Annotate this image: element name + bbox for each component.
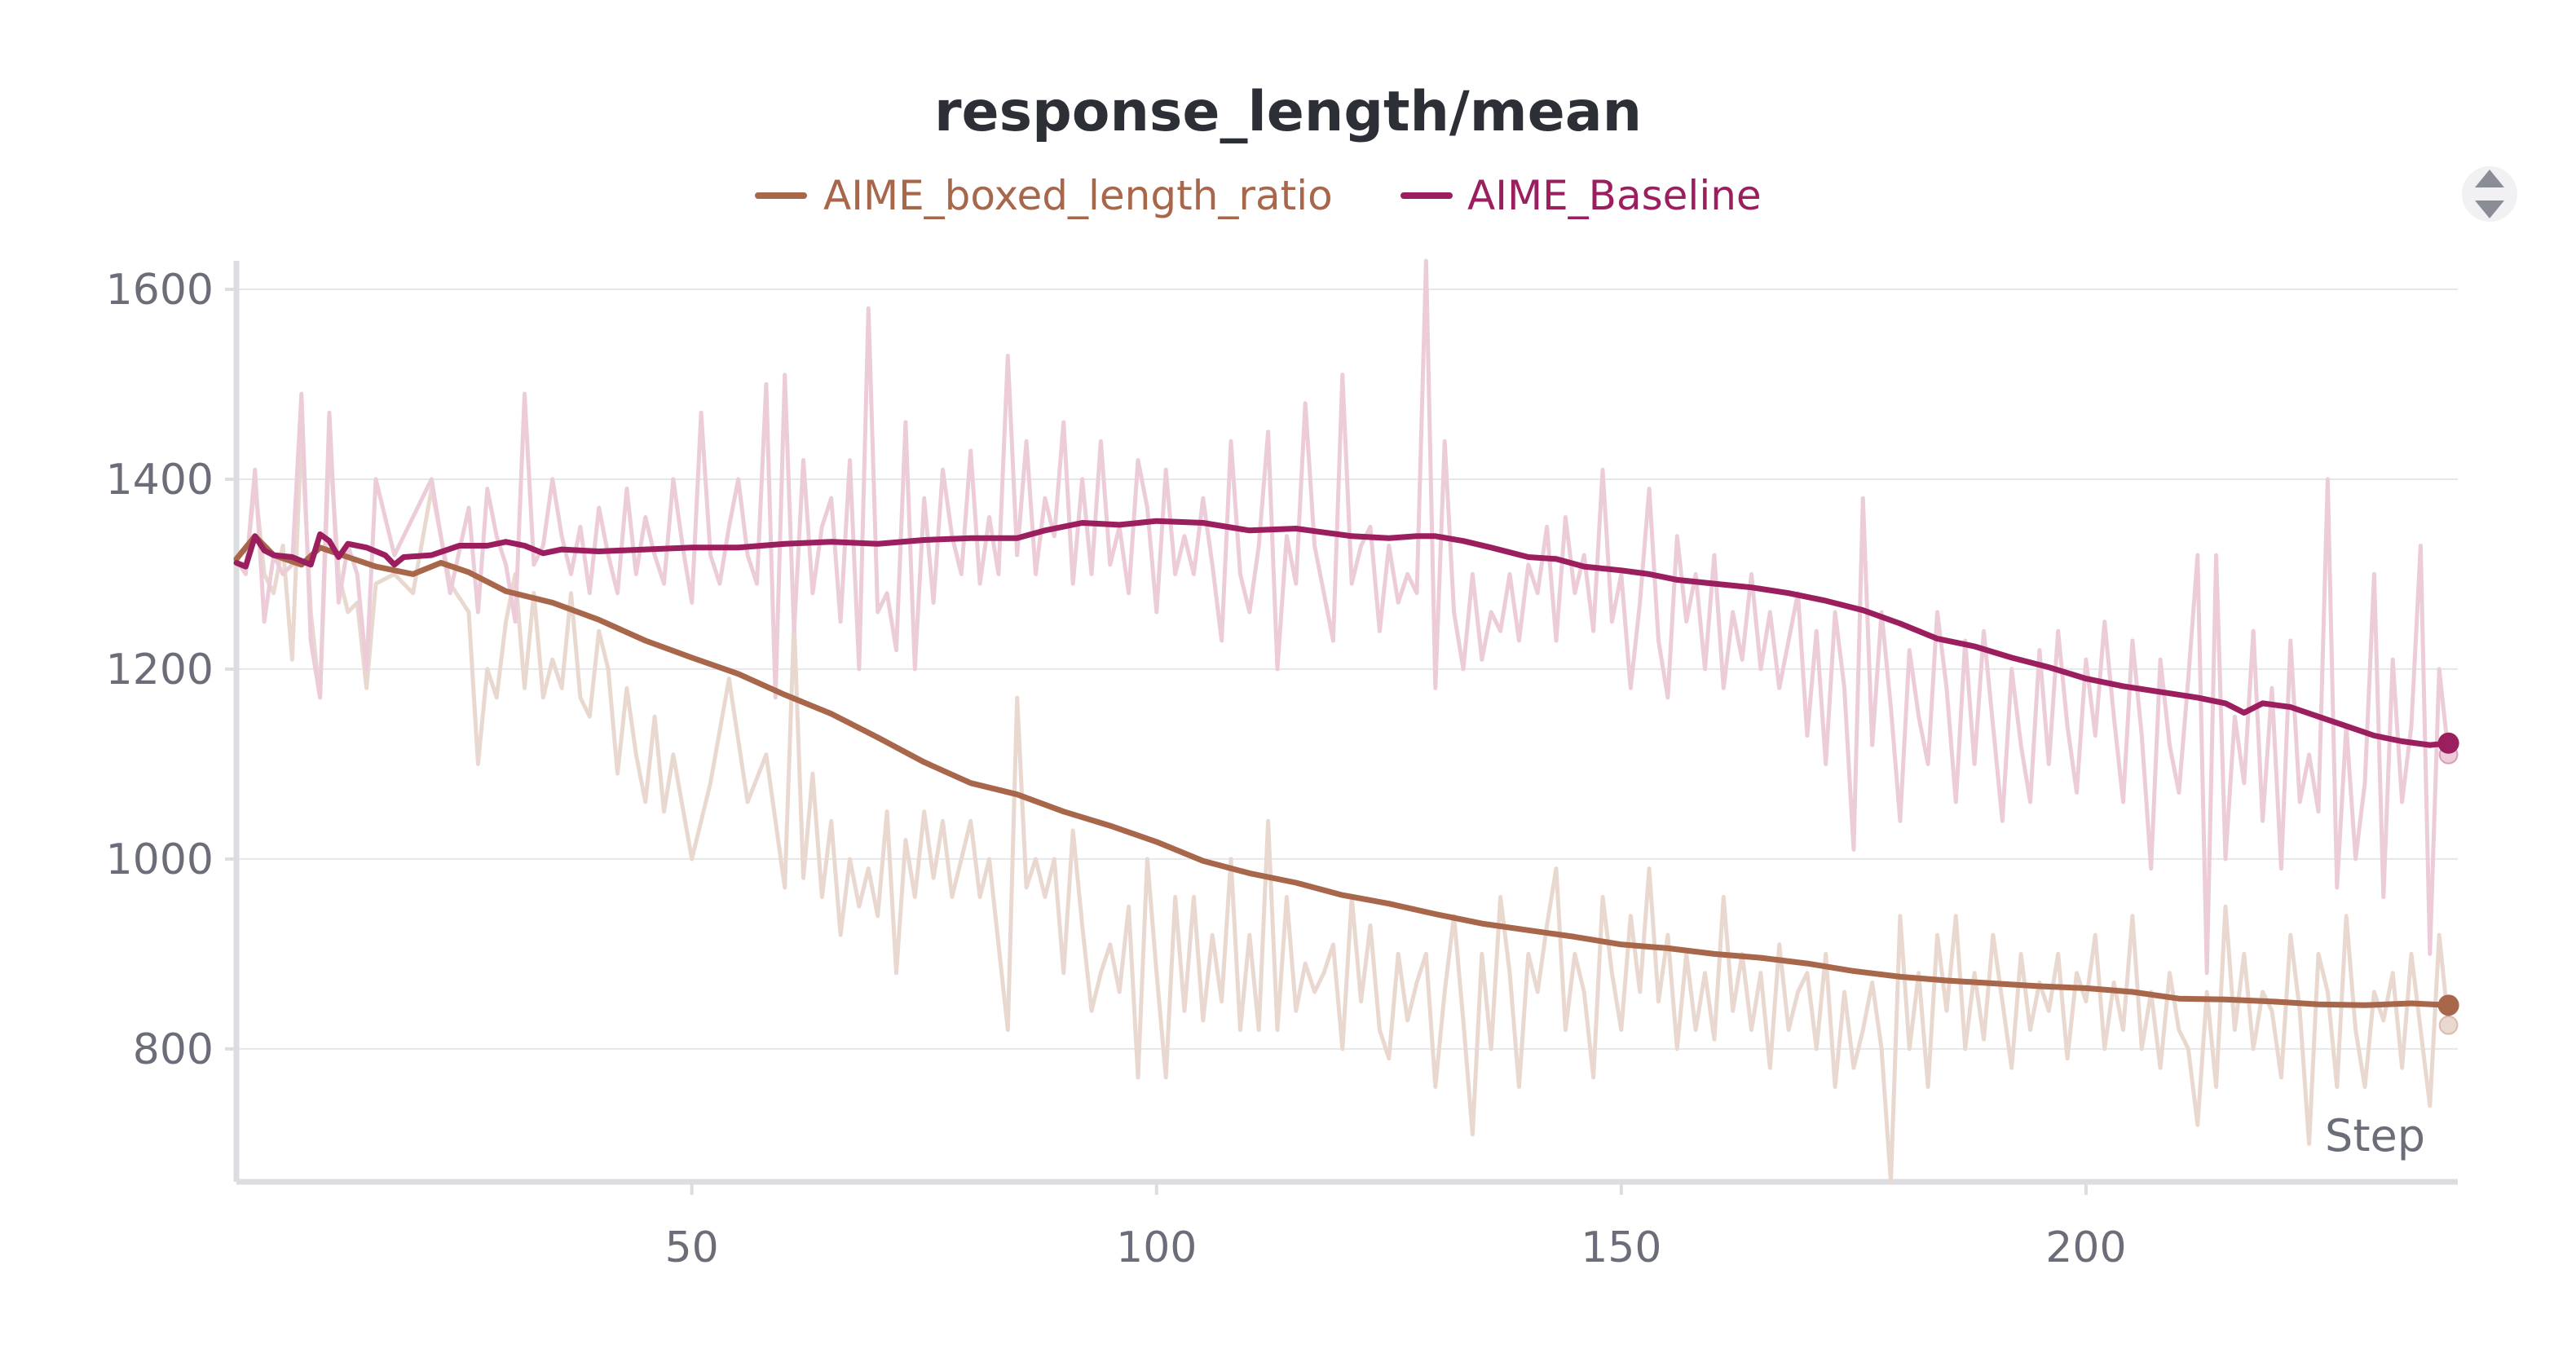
series-raw-end-point-aime-boxed-length-ratio	[2438, 1015, 2459, 1035]
series-line-aime-baseline	[233, 518, 2452, 748]
y-tick-label: 1600	[106, 266, 214, 315]
axes: 800 1000 1200 1400 1600 50 100 150 200	[106, 261, 2458, 1272]
chevron-down-icon[interactable]	[2475, 201, 2504, 218]
y-tick-label: 800	[133, 1025, 214, 1074]
y-tick-label: 1400	[106, 456, 214, 505]
legend-scroll-control[interactable]	[2462, 166, 2517, 222]
series-end-point-aime-baseline	[2437, 732, 2459, 754]
chart-title: response_length/mean	[934, 80, 1642, 144]
legend-label-aime-baseline: AIME_Baseline	[1467, 172, 1762, 219]
series-raw-line-aime-boxed-length-ratio	[235, 430, 2451, 1184]
gridlines	[236, 288, 2458, 1050]
series-end-point-aime-boxed-length-ratio	[2437, 994, 2459, 1016]
legend-scroll-background	[2462, 166, 2517, 222]
series-line-aime-boxed-length-ratio	[233, 533, 2452, 1008]
x-tick-label: 50	[665, 1223, 719, 1272]
y-tick-label: 1200	[106, 646, 214, 694]
legend-item-aime-boxed-length-ratio[interactable]: AIME_boxed_length_ratio	[755, 172, 1333, 219]
x-tick-label: 150	[1581, 1223, 1661, 1272]
x-tick-label: 100	[1116, 1223, 1197, 1272]
legend[interactable]: AIME_boxed_length_ratio AIME_Baseline	[755, 172, 1762, 219]
legend-item-aime-baseline[interactable]: AIME_Baseline	[1400, 172, 1762, 219]
series	[233, 258, 2459, 1184]
chevron-up-icon[interactable]	[2475, 170, 2504, 187]
x-tick-label: 200	[2045, 1223, 2126, 1272]
y-tick-label: 1000	[106, 835, 214, 884]
legend-label-aime-boxed-length-ratio: AIME_boxed_length_ratio	[823, 172, 1333, 219]
x-axis-label: Step	[2325, 1110, 2425, 1161]
